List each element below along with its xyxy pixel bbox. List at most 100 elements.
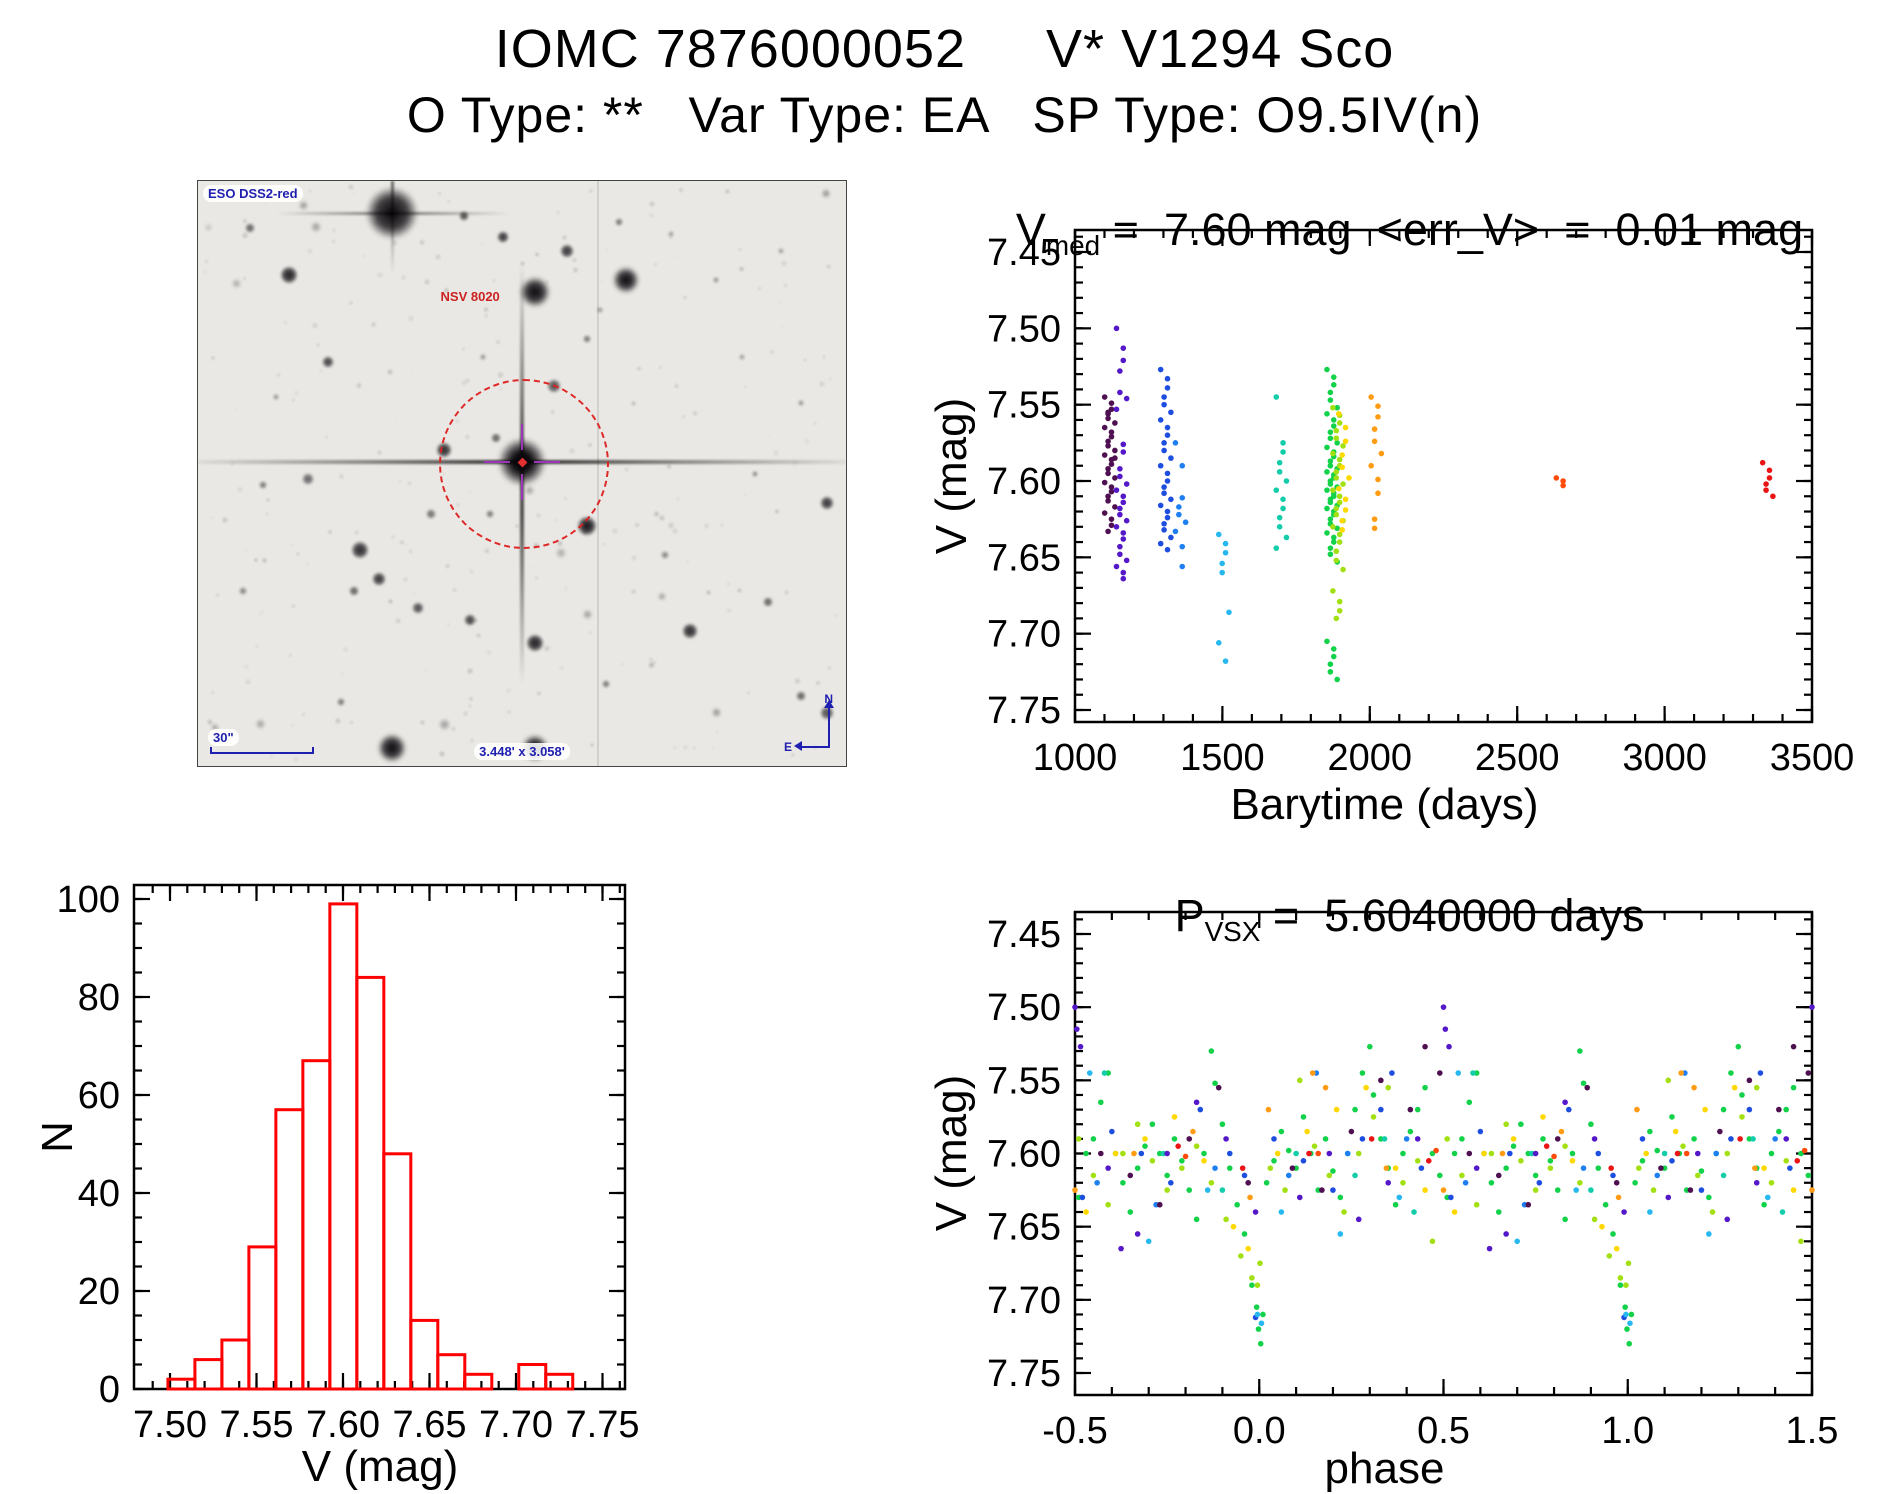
star [815, 681, 821, 686]
star [451, 726, 457, 732]
star [636, 366, 642, 371]
star [484, 314, 488, 318]
star [426, 509, 437, 520]
star [486, 649, 493, 656]
star [623, 466, 629, 472]
star [350, 721, 353, 724]
star [813, 421, 817, 426]
star [747, 691, 750, 695]
scale-bar-tick-right [312, 747, 314, 754]
star [301, 713, 305, 716]
star [283, 320, 288, 326]
star [408, 482, 412, 486]
star [692, 410, 698, 417]
svg-text:7.65: 7.65 [987, 537, 1061, 579]
star [255, 719, 266, 729]
star [378, 734, 407, 763]
svg-text:7.45: 7.45 [987, 914, 1061, 956]
star [737, 587, 743, 593]
histogram-ylabel: N [33, 1121, 82, 1153]
star [666, 464, 671, 469]
star [715, 730, 719, 733]
star [336, 697, 345, 706]
star [305, 563, 309, 567]
star [659, 515, 665, 521]
star [356, 382, 362, 389]
star [468, 704, 472, 708]
star [825, 263, 832, 270]
phase-xlabel: phase [1324, 1444, 1445, 1493]
svg-text:1.0: 1.0 [1601, 1410, 1654, 1452]
star [244, 222, 255, 233]
target-marker-circle [439, 378, 609, 549]
star [243, 663, 249, 670]
star [560, 244, 575, 259]
star [464, 378, 470, 383]
star [370, 321, 376, 327]
star [657, 592, 666, 601]
star [295, 551, 301, 557]
star [556, 547, 567, 559]
svg-text:20: 20 [78, 1271, 120, 1313]
svg-text:7.55: 7.55 [987, 1060, 1061, 1102]
star [738, 247, 742, 252]
star [532, 567, 535, 570]
star [410, 368, 414, 372]
lightcurve-ylabel: V (mag) [927, 397, 976, 555]
star [505, 687, 511, 693]
star [752, 470, 759, 477]
star [675, 496, 680, 502]
svg-text:7.45: 7.45 [987, 232, 1061, 274]
star [423, 278, 430, 285]
star [321, 356, 334, 369]
star [818, 380, 825, 387]
svg-text:7.50: 7.50 [987, 987, 1061, 1029]
star [402, 577, 408, 583]
star [350, 750, 353, 754]
svg-text:7.60: 7.60 [987, 461, 1061, 503]
star [596, 306, 603, 313]
star [392, 240, 398, 247]
svg-text:80: 80 [78, 977, 120, 1019]
star [419, 719, 425, 725]
star [242, 276, 247, 281]
star [394, 419, 398, 423]
svg-text:7.75: 7.75 [566, 1404, 640, 1446]
star [774, 509, 780, 514]
star [725, 188, 731, 194]
star [408, 315, 415, 322]
star [649, 657, 653, 662]
svg-text:1000: 1000 [1033, 737, 1118, 779]
star [712, 708, 721, 717]
star [543, 645, 550, 652]
star [207, 719, 214, 726]
phase-plot: -0.5 0.0 0.5 1.0 1.5 7.45 7.50 7.55 7.60 7.65 7.70… [987, 910, 1838, 1452]
star [525, 634, 544, 653]
compass-north-label: N [824, 692, 833, 706]
star [395, 617, 402, 625]
star [480, 353, 487, 360]
star [351, 540, 369, 559]
star [255, 645, 259, 648]
star [483, 307, 489, 312]
star [743, 494, 746, 497]
star [377, 272, 383, 278]
scale-bar-label: 30" [208, 729, 239, 746]
svg-text:0.5: 0.5 [1417, 1410, 1470, 1452]
star [605, 249, 608, 252]
star [648, 201, 655, 208]
star [679, 187, 684, 192]
star [234, 407, 238, 411]
star [778, 248, 785, 255]
star [630, 554, 638, 561]
star [263, 201, 267, 205]
page-subtitle: O Type: ** Var Type: EA SP Type: O9.5IV(… [406, 87, 1483, 143]
star [435, 254, 441, 260]
star [461, 380, 468, 386]
star [692, 746, 696, 750]
star [727, 582, 731, 586]
star [342, 646, 349, 652]
star [682, 415, 685, 418]
star [290, 724, 294, 727]
